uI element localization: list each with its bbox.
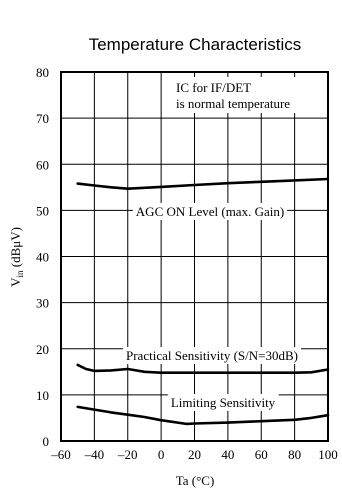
x-tick-label: –40 [84,447,105,462]
y-axis-label: Vin (dBμV) [8,227,25,287]
chart-title: Temperature Characteristics [89,35,302,54]
series-label-2: Practical Sensitivity (S/N=30dB) [126,348,298,363]
series-label-3: Limiting Sensitivity [171,395,276,410]
x-tick-label: 40 [221,447,234,462]
series-label-background [123,347,301,364]
x-tick-label: 0 [158,447,165,462]
x-tick-label: –60 [50,447,71,462]
y-tick-label: 50 [36,203,49,218]
y-axis-label-rest: (dBμV) [8,227,23,270]
series-line-1 [76,177,330,190]
y-tick-label: 30 [36,296,49,311]
axis-ticks: –60 –40 –20 0 20 40 60 80 100 0 10 20 30 40 50 60 70 80 [36,65,338,462]
y-tick-label: 40 [36,250,49,265]
series-line-2 [76,363,330,375]
x-axis-label: Ta (°C) [176,473,215,488]
series-line-3 [76,405,330,426]
series-lines [76,177,330,426]
grid-lines [61,72,328,441]
x-tick-label: –20 [117,447,138,462]
series-label-background [167,394,279,411]
y-tick-label: 10 [36,388,49,403]
y-tick-label: 70 [36,111,49,126]
series-labels: AGC ON Level (max. Gain) Practical Sensit… [123,203,301,411]
x-tick-label: 20 [188,447,201,462]
x-tick-label: 60 [255,447,268,462]
series-label-background [132,203,288,220]
y-tick-label: 20 [36,342,49,357]
y-tick-label: 0 [43,434,50,449]
note-line: is normal temperature [176,96,290,111]
plot-area-frame [60,71,329,442]
note-background [168,77,320,113]
y-axis-label-sub: in [15,270,25,278]
y-tick-label: 80 [36,65,49,80]
x-tick-label: 100 [318,447,338,462]
x-tick-label: 80 [288,447,301,462]
note-line: IC for IF/DET [176,80,251,95]
series-label-1: AGC ON Level (max. Gain) [136,204,284,219]
y-tick-label: 60 [36,157,49,172]
y-axis-label-main: V [8,277,23,287]
